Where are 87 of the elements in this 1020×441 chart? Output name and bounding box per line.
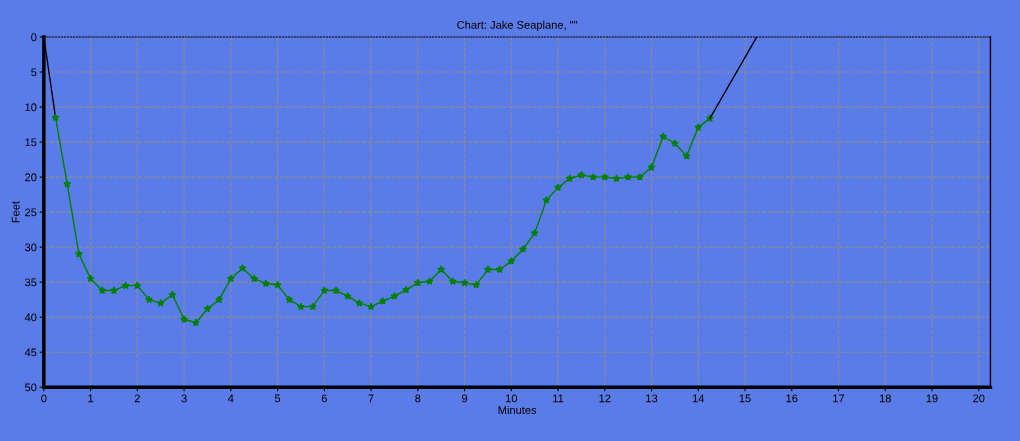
point bbox=[670, 139, 679, 147]
point bbox=[425, 277, 434, 285]
x-tick-label: 3 bbox=[181, 394, 187, 403]
point bbox=[577, 170, 586, 179]
point bbox=[343, 291, 352, 300]
point bbox=[332, 286, 341, 295]
point bbox=[296, 302, 305, 311]
point bbox=[530, 228, 539, 237]
x-tick-label: 18 bbox=[879, 394, 891, 403]
chart-title: Chart: Jake Seaplane, "" bbox=[457, 20, 578, 32]
x-tick-label: 10 bbox=[505, 394, 518, 403]
point bbox=[156, 298, 165, 307]
point bbox=[320, 286, 329, 295]
y-tick-label: 25 bbox=[25, 208, 37, 217]
point bbox=[600, 172, 609, 181]
point bbox=[542, 196, 551, 204]
y-tick-label: 5 bbox=[31, 68, 37, 77]
point bbox=[682, 151, 691, 160]
x-tick-label: 4 bbox=[228, 394, 234, 403]
x-tick-label: 6 bbox=[321, 394, 327, 403]
point bbox=[238, 263, 247, 272]
point bbox=[624, 172, 633, 181]
x-tick-label: 14 bbox=[692, 394, 705, 403]
x-tick-label: 15 bbox=[739, 394, 751, 403]
point bbox=[355, 298, 364, 307]
y-axis-title: Feet bbox=[11, 201, 20, 223]
point bbox=[250, 274, 259, 283]
y-tick-label: 35 bbox=[24, 278, 37, 287]
x-tick-label: 17 bbox=[833, 394, 845, 403]
x-tick-label: 8 bbox=[415, 394, 421, 403]
point bbox=[133, 281, 142, 290]
point bbox=[308, 302, 317, 311]
point bbox=[413, 278, 422, 287]
point bbox=[168, 290, 177, 299]
y-tick-label: 40 bbox=[24, 313, 37, 322]
point bbox=[589, 172, 598, 181]
point bbox=[180, 315, 189, 323]
point bbox=[109, 286, 118, 295]
x-tick-label: 20 bbox=[973, 394, 985, 403]
point bbox=[63, 179, 72, 188]
y-tick-label: 10 bbox=[25, 103, 37, 112]
point bbox=[659, 132, 668, 140]
y-tick-label: 45 bbox=[24, 348, 37, 357]
point bbox=[226, 274, 235, 283]
x-axis-title: Minutes bbox=[498, 405, 537, 415]
point bbox=[191, 318, 200, 327]
point bbox=[367, 302, 376, 311]
point bbox=[460, 278, 469, 287]
point bbox=[390, 291, 399, 300]
point bbox=[121, 281, 130, 290]
x-tick-label: 1 bbox=[88, 394, 94, 403]
point bbox=[98, 286, 107, 295]
x-tick-label: 0 bbox=[41, 394, 47, 403]
y-tick-label: 50 bbox=[25, 383, 37, 392]
x-tick-label: 13 bbox=[646, 394, 658, 403]
y-tick-label: 30 bbox=[24, 243, 37, 252]
x-tick-label: 12 bbox=[599, 394, 611, 403]
x-tick-label: 2 bbox=[134, 394, 140, 403]
x-tick-label: 19 bbox=[926, 394, 938, 403]
point bbox=[448, 277, 457, 285]
point bbox=[51, 113, 60, 122]
point bbox=[483, 265, 492, 274]
point bbox=[74, 249, 83, 258]
x-tick-label: 16 bbox=[786, 394, 798, 403]
y-tick-label: 0 bbox=[31, 33, 37, 42]
y-tick-label: 15 bbox=[25, 138, 37, 147]
point bbox=[215, 295, 224, 304]
point bbox=[378, 296, 387, 305]
x-tick-label: 9 bbox=[461, 394, 468, 403]
point bbox=[635, 172, 644, 181]
point bbox=[612, 174, 621, 183]
point bbox=[495, 265, 504, 274]
y-tick-label: 20 bbox=[25, 173, 37, 182]
point bbox=[203, 304, 212, 313]
point bbox=[285, 295, 294, 304]
point bbox=[402, 285, 411, 294]
x-tick-label: 7 bbox=[368, 394, 374, 403]
point bbox=[273, 280, 282, 289]
x-tick-label: 11 bbox=[553, 394, 564, 403]
point bbox=[565, 174, 574, 183]
point bbox=[507, 256, 516, 265]
point bbox=[261, 279, 270, 288]
point bbox=[437, 265, 446, 274]
point bbox=[518, 245, 527, 253]
point bbox=[86, 274, 95, 283]
x-tick-label: 5 bbox=[274, 394, 281, 403]
point bbox=[472, 280, 481, 289]
